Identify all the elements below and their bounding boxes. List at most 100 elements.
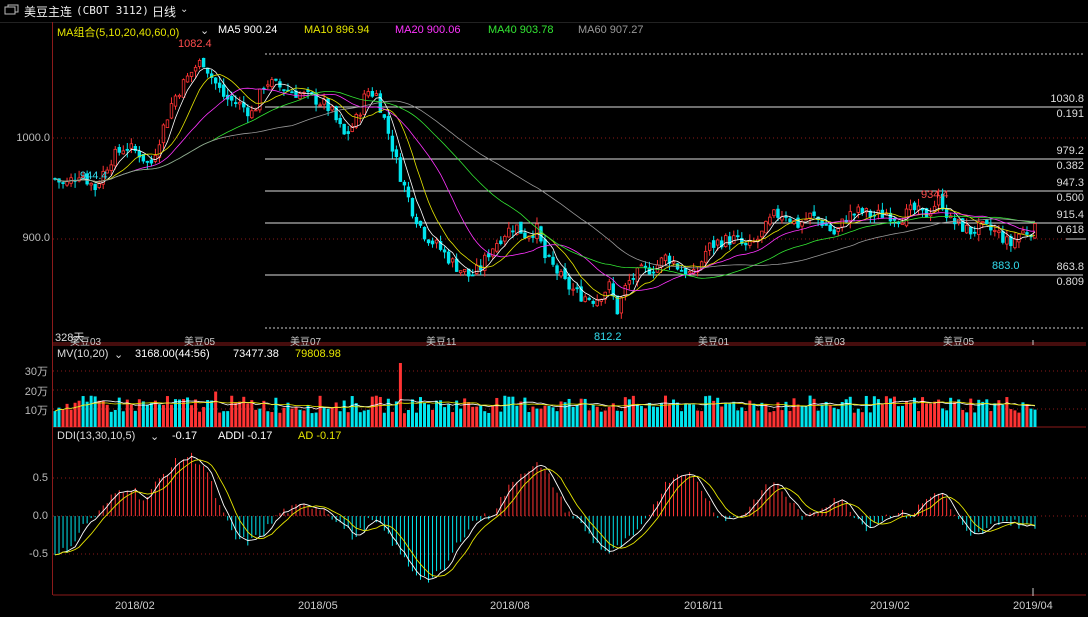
volume-bar	[294, 407, 298, 427]
candle-up	[507, 227, 511, 238]
candle-down	[555, 265, 559, 274]
candle-up	[109, 164, 113, 171]
volume-bar	[531, 406, 535, 427]
ddi-legend-dropdown-icon[interactable]: ⌄	[150, 431, 160, 443]
candle-down	[125, 148, 129, 151]
volume-bar	[97, 400, 101, 427]
volume-bar	[455, 400, 459, 427]
contract-month-label: 美豆03	[814, 337, 846, 348]
volume-bar	[925, 403, 929, 427]
volume-bar	[157, 404, 161, 427]
volume-bar	[69, 409, 73, 427]
volume-bar	[700, 411, 704, 427]
window-restore-icon[interactable]	[4, 4, 20, 16]
ddi-value: -0.17	[172, 430, 198, 442]
volume-bar	[672, 399, 676, 427]
volume-bar	[218, 412, 222, 427]
volume-bar	[190, 405, 194, 427]
ma-legend-label[interactable]: MA组合(5,10,20,40,60,0)	[57, 27, 180, 39]
volume-bar	[860, 412, 864, 427]
candle-up	[707, 242, 712, 251]
ddi-legend-label[interactable]: DDI(13,30,10,5)	[57, 430, 136, 442]
candle-down	[631, 278, 636, 280]
volume-bar	[394, 401, 398, 427]
candle-down	[378, 93, 383, 113]
candle-up	[495, 243, 499, 252]
volume-bar	[764, 403, 768, 427]
volume-legend-dropdown-icon[interactable]: ⌄	[114, 349, 124, 361]
volume-legend-label[interactable]: MV(10,20)	[57, 348, 109, 360]
candle-up	[687, 271, 692, 274]
contract-month-label: 美豆05	[184, 337, 216, 348]
volume-bar	[812, 398, 816, 427]
volume-bar	[153, 400, 157, 427]
volume-bar	[921, 397, 925, 427]
volume-bar	[206, 400, 210, 427]
candle-up	[663, 254, 668, 262]
candle-up	[250, 110, 254, 119]
ma10-line	[54, 73, 1036, 299]
volume-bar	[888, 398, 892, 427]
volume-bar	[334, 402, 338, 427]
volume-bar	[748, 400, 752, 427]
candle-up	[936, 195, 941, 206]
candle-up	[350, 125, 354, 132]
volume-bar	[543, 405, 547, 427]
volume-bar	[880, 404, 884, 427]
volume-bar	[262, 400, 266, 427]
volume-bar	[712, 400, 716, 427]
candle-down	[117, 147, 121, 153]
volume-bar	[804, 406, 808, 427]
volume-bar	[896, 406, 900, 427]
candle-up	[113, 148, 117, 167]
ad-line	[54, 459, 1036, 577]
contract-month-label: 美豆03	[70, 337, 102, 348]
candle-down	[736, 235, 740, 238]
candle-up	[330, 106, 334, 111]
candle-down	[591, 300, 595, 304]
candle-up	[856, 206, 860, 213]
volume-bar	[969, 398, 973, 427]
candle-down	[430, 240, 435, 245]
candle-down	[519, 221, 523, 234]
volume-bar	[298, 409, 302, 427]
candle-down	[282, 89, 286, 92]
candle-up	[671, 261, 676, 264]
candle-up	[270, 79, 274, 87]
contract-month-label: 美豆11	[426, 337, 457, 348]
volume-bar	[491, 405, 495, 427]
ma5-line	[54, 67, 1036, 301]
volume-bar	[876, 399, 880, 427]
candle-down	[410, 197, 415, 217]
candle-down	[744, 242, 748, 246]
x-axis-label: 2018/05	[298, 600, 338, 612]
volume-bar	[121, 411, 125, 427]
candle-up	[800, 221, 804, 227]
volume-bar	[651, 406, 655, 427]
volume-bar	[607, 406, 611, 427]
ma-legend-dropdown-icon[interactable]: ⌄	[200, 25, 210, 37]
chevron-down-icon[interactable]: ⌄	[180, 4, 189, 15]
volume-bar	[587, 410, 591, 427]
volume-bar	[1001, 404, 1005, 427]
candle-up	[932, 205, 937, 212]
volume-bar	[125, 399, 129, 427]
candle-down	[989, 224, 993, 231]
volume-bar	[941, 408, 945, 427]
volume-bar	[507, 396, 511, 427]
ma20-line	[54, 87, 1035, 292]
candle-up	[173, 95, 178, 107]
candle-down	[812, 211, 816, 216]
volume-bar	[85, 401, 89, 427]
volume-bar	[732, 401, 736, 427]
candle-down	[290, 91, 294, 94]
candle-down	[406, 186, 411, 198]
ma60-line	[54, 100, 1035, 269]
volume-bar	[306, 405, 310, 427]
candle-down	[234, 102, 238, 104]
period-selector[interactable]: 日线	[152, 5, 177, 19]
candle-down	[531, 235, 535, 238]
candle-up	[703, 250, 708, 263]
candle-up	[599, 298, 603, 302]
